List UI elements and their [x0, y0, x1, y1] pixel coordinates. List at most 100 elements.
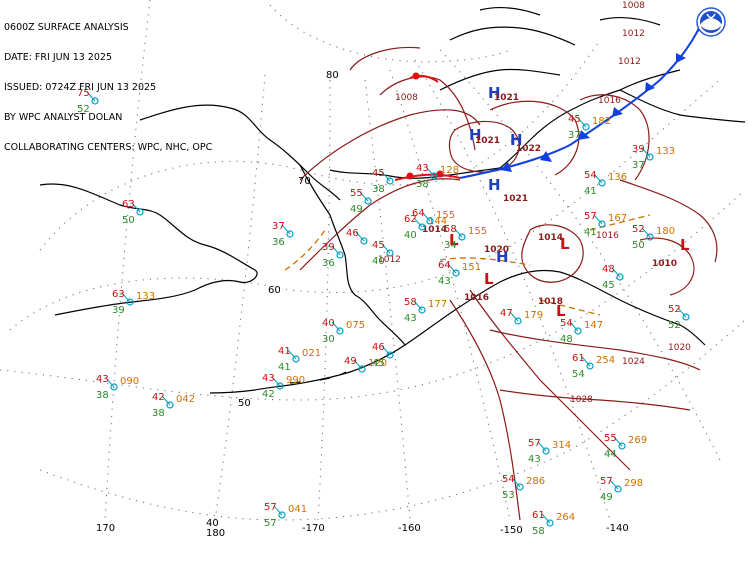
station-pressure: 182	[592, 116, 611, 127]
station-temperature: 46	[346, 228, 359, 239]
station-circle	[598, 179, 606, 187]
station-temperature: 55	[350, 188, 363, 199]
wind-barb	[331, 321, 341, 332]
station-temperature: 54	[584, 170, 597, 181]
longitude-line-m140	[414, 59, 611, 521]
arctic-islands	[439, 6, 661, 91]
wind-barb	[593, 214, 603, 225]
station-temperature: 41	[278, 346, 291, 357]
cold-front-pip	[578, 130, 590, 140]
isobar-1016-b	[579, 94, 650, 181]
station-pressure: 254	[596, 355, 615, 366]
station-circle	[166, 401, 174, 409]
station-circle	[286, 230, 294, 238]
cold-front-line	[459, 14, 706, 179]
high-label: H	[469, 126, 482, 144]
station-circle	[574, 327, 582, 335]
station-plot: 41 41 021	[278, 346, 321, 373]
warm-front	[394, 72, 461, 181]
wind-barb	[105, 377, 115, 388]
cold-front-pip	[645, 82, 655, 92]
isobar-label: 1012	[622, 29, 645, 39]
station-temperature: 37	[272, 221, 285, 232]
station-circle	[126, 298, 134, 306]
station-temperature: 47	[500, 308, 513, 319]
station-plot: 55 44 269	[604, 433, 647, 460]
station-dewpoint: 42	[262, 389, 275, 400]
station-plot: 40 30 075	[322, 318, 365, 345]
station-temperature: 43	[262, 373, 275, 384]
station-pressure: 075	[346, 320, 365, 331]
station-circle	[278, 511, 286, 519]
latitude-line-40	[39, 319, 746, 521]
station-circle	[514, 317, 522, 325]
low-value: 1010	[652, 259, 677, 269]
station-pressure: 990	[286, 375, 305, 386]
station-circle	[386, 249, 394, 257]
wind-barb	[511, 477, 521, 488]
station-circle	[136, 208, 144, 216]
station-plot: 57 43 314	[528, 438, 571, 465]
station-dewpoint: 36	[322, 258, 335, 269]
station-plot: 58 34 155	[444, 224, 487, 251]
station-circle	[542, 447, 550, 455]
wind-barb	[421, 211, 431, 222]
station-pressure: 286	[526, 476, 545, 487]
wind-barb	[381, 243, 391, 254]
station-temperature: 64	[438, 260, 451, 271]
station-dewpoint: 54	[572, 369, 585, 380]
high-center-small: H 1020	[484, 245, 509, 266]
high-label: H	[510, 131, 523, 149]
station-pressure: 090	[120, 376, 139, 387]
station-plot: 64 43 151	[438, 260, 481, 287]
low-label: L	[484, 270, 494, 288]
noaa-logo	[696, 7, 726, 37]
station-pressure: 264	[556, 512, 575, 523]
station-circle	[386, 177, 394, 185]
low-center: L 1018	[538, 297, 566, 320]
station-temperature: 43	[416, 163, 429, 174]
station-circle	[598, 220, 606, 228]
station-pressure: 133	[656, 146, 675, 157]
lon-label: 170	[96, 523, 115, 534]
low-value: 1016	[464, 293, 489, 303]
low-value: 1014	[422, 225, 447, 235]
high-center: H 1021	[469, 126, 500, 146]
isobar-label: 1016	[596, 231, 619, 241]
station-pressure: 136	[608, 172, 627, 183]
analysis-header: 0600Z SURFACE ANALYSIS DATE: FRI JUN 13 …	[4, 3, 212, 163]
wind-barb	[271, 376, 281, 387]
station-circle	[276, 382, 284, 390]
latitude-line-50	[0, 189, 746, 401]
isobar-label: 1008	[622, 1, 645, 11]
station-pressure: 151	[462, 262, 481, 273]
station-temperature: 75	[77, 88, 90, 99]
station-temperature: 52	[632, 224, 645, 235]
wind-barb	[537, 441, 547, 452]
station-dewpoint: 38	[416, 179, 429, 190]
station-circle	[336, 251, 344, 259]
station-temperature: 40	[322, 318, 335, 329]
station-dewpoint: 53	[502, 490, 515, 501]
station-circle	[452, 269, 460, 277]
station-dewpoint: 49	[350, 204, 363, 215]
station-dewpoint: 52	[77, 104, 90, 115]
cold-front-pip	[540, 151, 552, 162]
station-temperature: 45	[372, 240, 385, 251]
high-value: 1021	[503, 194, 528, 204]
low-label: L	[449, 231, 459, 249]
isobar-1012-arctic	[349, 46, 421, 71]
station-temperature: 64	[412, 208, 425, 219]
warm-front-pip	[412, 72, 420, 80]
header-analyst: BY WPC ANALYST DOLAN	[4, 112, 123, 123]
low-center: L 1014	[538, 233, 570, 253]
station-temperature: 43	[96, 374, 109, 385]
high-value: 1020	[484, 245, 509, 255]
trough-4	[539, 299, 601, 316]
wind-barb	[353, 359, 363, 370]
wind-barb	[677, 307, 687, 318]
lat-lon-grid	[0, 0, 746, 521]
